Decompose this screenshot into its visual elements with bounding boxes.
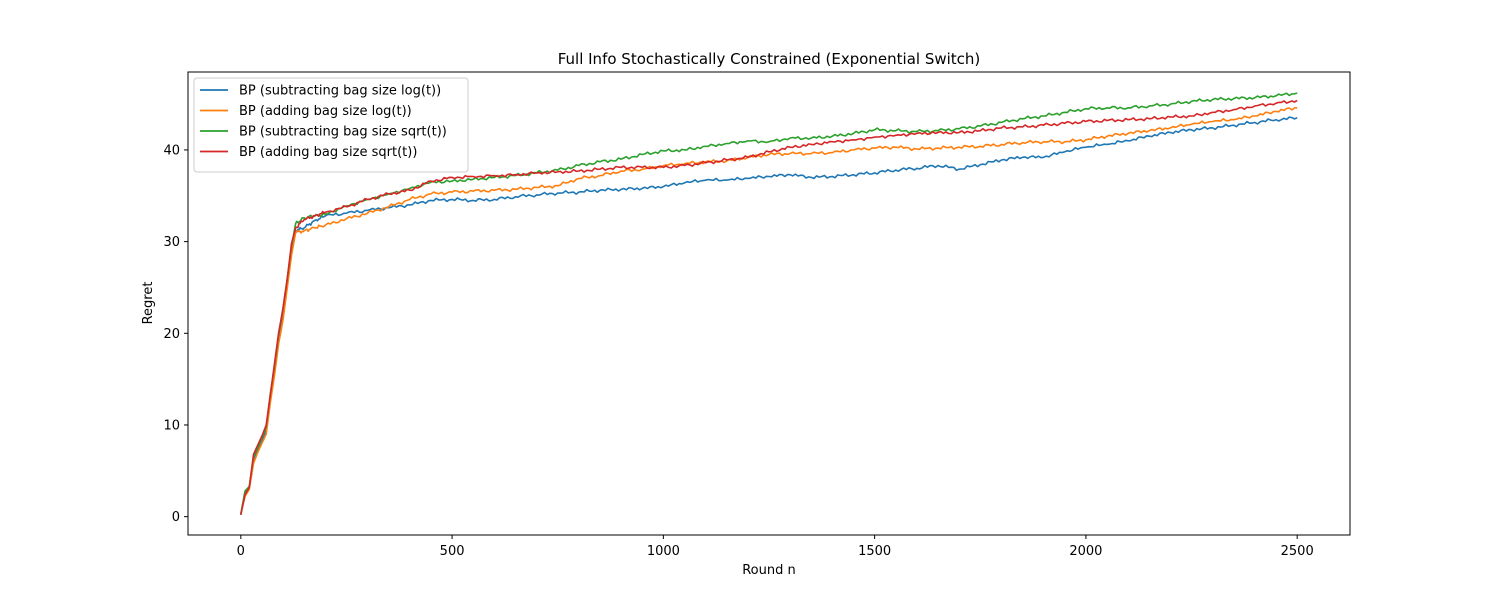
plot-area-frame bbox=[187, 71, 1351, 536]
x-tick-label: 2000 bbox=[1069, 544, 1102, 559]
legend-label: BP (adding bag size sqrt(t)) bbox=[239, 145, 417, 160]
y-tick-label: 20 bbox=[163, 327, 180, 342]
legend: BP (subtracting bag size log(t)) BP (addi… bbox=[193, 77, 469, 173]
x-tick-label: 0 bbox=[237, 544, 245, 559]
x-tick-label: 1000 bbox=[647, 544, 680, 559]
y-tick-label: 30 bbox=[163, 235, 180, 250]
chart-title: Full Info Stochastically Constrained (Ex… bbox=[558, 50, 981, 68]
y-tick-label: 10 bbox=[163, 418, 180, 433]
y-tick-label: 0 bbox=[172, 510, 180, 525]
y-axis-label: Regret bbox=[141, 282, 156, 325]
x-tick-label: 1500 bbox=[858, 544, 891, 559]
plot-lines bbox=[240, 92, 1298, 515]
y-tick-label: 40 bbox=[163, 143, 180, 158]
legend-label: BP (subtracting bag size log(t)) bbox=[239, 84, 441, 99]
legend-label: BP (subtracting bag size sqrt(t)) bbox=[239, 125, 447, 140]
legend-box bbox=[193, 77, 469, 173]
x-tick-label: 500 bbox=[440, 544, 465, 559]
series-line-4 bbox=[240, 99, 1298, 515]
x-axis-label: Round n bbox=[742, 563, 796, 578]
x-axis-ticks: 0 500 1000 1500 2000 2500 bbox=[237, 535, 1314, 559]
y-axis-ticks: 0 10 20 30 40 bbox=[163, 143, 188, 525]
legend-label: BP (adding bag size log(t)) bbox=[239, 104, 412, 119]
x-tick-label: 2500 bbox=[1281, 544, 1314, 559]
series-line-1 bbox=[240, 116, 1298, 515]
